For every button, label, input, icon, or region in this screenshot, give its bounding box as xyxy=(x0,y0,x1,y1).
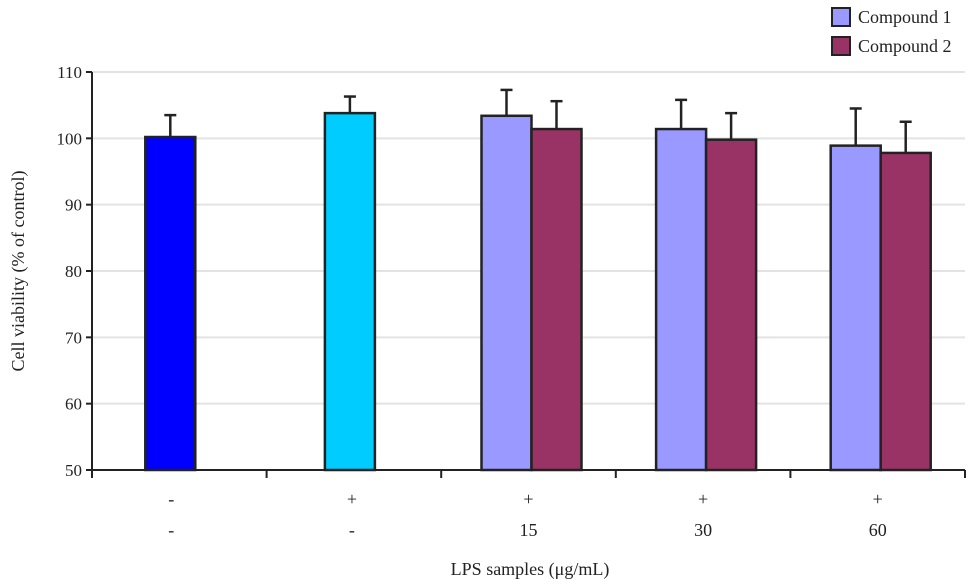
x-category-row1: - xyxy=(168,489,174,509)
bar-compound-1 xyxy=(654,127,708,472)
x-category-row2: 60 xyxy=(869,520,887,540)
x-category-row1: + xyxy=(347,489,357,509)
x-category-row1: + xyxy=(873,489,883,509)
control-bar xyxy=(144,135,197,472)
y-tick-label: 100 xyxy=(57,129,83,148)
x-axis-label: LPS samples (μg/mL) xyxy=(451,559,610,580)
bar-compound-1 xyxy=(480,114,533,472)
bar-compound-2 xyxy=(879,151,932,472)
legend-label: Compound 2 xyxy=(858,36,952,56)
y-axis-label: Cell viability (% of control) xyxy=(8,171,29,372)
y-tick-label: 80 xyxy=(65,262,82,281)
x-category-row2: - xyxy=(349,520,355,540)
x-category-row2: 15 xyxy=(520,520,538,540)
legend: Compound 1 Compound 2 xyxy=(831,7,952,56)
y-tick-label: 90 xyxy=(65,196,82,215)
y-tick-label: 60 xyxy=(65,395,82,414)
bar-compound-1 xyxy=(829,144,882,472)
control-bar xyxy=(323,111,377,472)
legend-swatch xyxy=(831,7,851,27)
x-category-row1: + xyxy=(698,489,708,509)
y-tick-label: 70 xyxy=(65,328,82,347)
axes: 50 60 70 80 90 100 110 - - + - +15 +30 +60 xyxy=(57,63,966,540)
legend-swatch xyxy=(831,36,851,56)
bar-compound-2 xyxy=(704,138,758,472)
x-category-row2: 30 xyxy=(694,520,712,540)
x-category-row1: + xyxy=(523,489,533,509)
x-category-row2: - xyxy=(168,520,174,540)
bar-compound-2 xyxy=(530,127,583,472)
legend-label: Compound 1 xyxy=(858,7,952,27)
y-tick-label: 50 xyxy=(65,461,82,480)
y-tick-label: 110 xyxy=(57,63,82,82)
bars xyxy=(144,88,932,472)
